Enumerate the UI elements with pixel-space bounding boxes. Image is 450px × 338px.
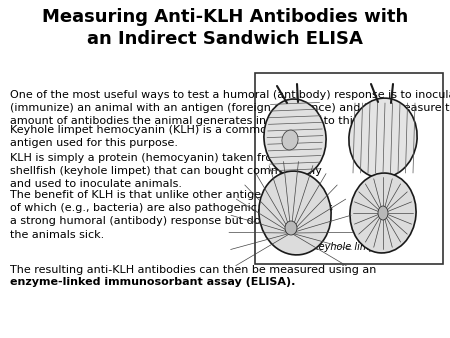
Text: keyhole limpet: keyhole limpet bbox=[313, 242, 385, 252]
Ellipse shape bbox=[378, 206, 388, 220]
Ellipse shape bbox=[285, 221, 297, 235]
Text: KLH is simply a protein (hemocyanin) taken from a
shellfish (keyhole limpet) tha: KLH is simply a protein (hemocyanin) tak… bbox=[10, 153, 322, 189]
Ellipse shape bbox=[349, 98, 417, 178]
Text: One of the most useful ways to test a humoral (antibody) response is to inoculat: One of the most useful ways to test a hu… bbox=[10, 90, 450, 126]
Ellipse shape bbox=[259, 171, 331, 255]
Bar bbox=[255, 73, 443, 264]
Ellipse shape bbox=[282, 130, 298, 150]
Text: Measuring Anti-KLH Antibodies with
an Indirect Sandwich ELISA: Measuring Anti-KLH Antibodies with an In… bbox=[42, 8, 408, 48]
Text: The benefit of KLH is that unlike other antigens, many
of which (e.g., bacteria): The benefit of KLH is that unlike other … bbox=[10, 190, 333, 240]
Text: The resulting anti-KLH antibodies can then be measured using an: The resulting anti-KLH antibodies can th… bbox=[10, 265, 376, 275]
Ellipse shape bbox=[264, 99, 326, 177]
Text: Keyhole limpet hemocyanin (KLH) is a common
antigen used for this purpose.: Keyhole limpet hemocyanin (KLH) is a com… bbox=[10, 125, 274, 148]
Ellipse shape bbox=[350, 173, 416, 253]
Text: enzyme-linked immunosorbant assay (ELISA).: enzyme-linked immunosorbant assay (ELISA… bbox=[10, 277, 295, 287]
